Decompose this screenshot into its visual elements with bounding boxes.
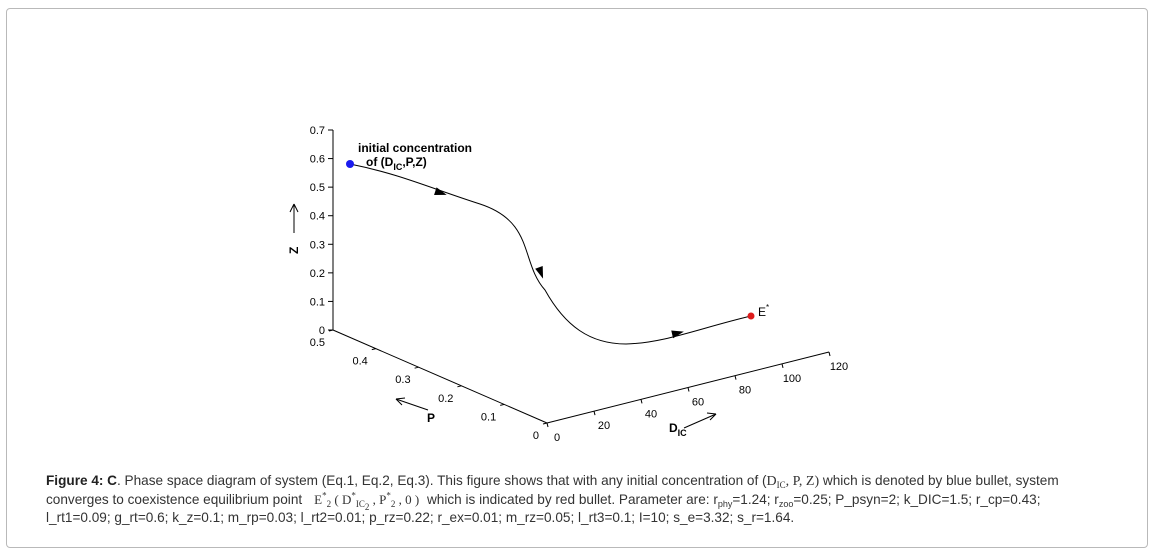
trajectory-direction-arrow bbox=[671, 330, 684, 339]
x-tick-mark bbox=[640, 399, 643, 404]
y-axis-direction-arrow bbox=[395, 398, 429, 411]
equilibrium-point-label-superscript: * bbox=[766, 303, 769, 312]
caption-text-1: . Phase space diagram of system (Eq.1, E… bbox=[117, 473, 767, 488]
x-tick-mark bbox=[593, 411, 596, 416]
z-tick-label: 0.7 bbox=[310, 125, 325, 137]
equilibrium-point-label: E* bbox=[758, 303, 769, 319]
equilibrium-point bbox=[747, 312, 755, 320]
x-tick-label: 20 bbox=[598, 420, 610, 432]
y-tick-mark bbox=[500, 403, 505, 406]
caption-text-5: =0.25; P_psyn=2; k_DIC=1.5; r_cp=0.43; l… bbox=[46, 492, 1041, 525]
y-axis-arrowhead bbox=[395, 397, 406, 406]
initial-point-label-rest: ,P,Z) bbox=[402, 155, 426, 169]
z-tick-label: 0 bbox=[319, 325, 325, 337]
y-tick-label: 0.5 bbox=[310, 337, 325, 349]
x-axis-direction-arrow bbox=[683, 413, 717, 429]
initial-concentration-point bbox=[346, 160, 354, 168]
trajectory-direction-arrow bbox=[535, 265, 544, 279]
x-tick-mark bbox=[828, 351, 831, 357]
caption-text-3: which is indicated by red bullet. Parame… bbox=[423, 492, 718, 507]
y-tick-label: 0 bbox=[533, 430, 539, 442]
y-axis-line bbox=[332, 329, 548, 424]
z-tick-label: 0.6 bbox=[310, 154, 325, 166]
caption-equilibrium-expression: E*2 ( D*IC2 , P*2 , 0 ) bbox=[314, 490, 420, 512]
y-tick-label: 0.3 bbox=[395, 374, 410, 386]
initial-point-label-subscript: IC bbox=[393, 162, 403, 172]
y-tick-mark bbox=[542, 422, 548, 425]
caption-text-4: =1.24; r bbox=[732, 492, 779, 507]
x-axis-label-subscript: IC bbox=[678, 428, 688, 438]
x-axis-label: DIC bbox=[669, 421, 687, 438]
trajectory-curve bbox=[349, 163, 752, 345]
initial-point-label-line2: of (DIC,P,Z) bbox=[366, 155, 427, 172]
figure-frame bbox=[6, 8, 1148, 548]
z-tick-label: 0.4 bbox=[310, 211, 325, 223]
initial-point-label-line1: initial concentration bbox=[358, 141, 472, 155]
z-tick-label: 0.3 bbox=[310, 239, 325, 251]
x-tick-label: 40 bbox=[645, 408, 657, 420]
x-tick-label: 0 bbox=[554, 432, 560, 444]
z-axis-label: Z bbox=[287, 247, 301, 254]
caption-rzoo-sub: zoo bbox=[778, 499, 794, 509]
x-tick-mark bbox=[781, 363, 784, 368]
caption-math-variables: DIC, P, Z) bbox=[766, 474, 820, 490]
x-tick-label: 60 bbox=[692, 397, 704, 409]
figure-caption: Figure 4: C. Phase space diagram of syst… bbox=[46, 472, 1108, 527]
y-tick-mark bbox=[457, 385, 462, 388]
z-tick-label: 0.1 bbox=[310, 296, 325, 308]
x-tick-mark bbox=[687, 387, 690, 392]
x-tick-mark bbox=[546, 422, 549, 428]
phase-space-plot: 02040608010012000.10.20.30.40.500.10.20.… bbox=[287, 125, 848, 444]
z-tick-label: 0.2 bbox=[310, 268, 325, 280]
x-tick-label: 120 bbox=[830, 361, 848, 373]
x-tick-label: 80 bbox=[739, 385, 751, 397]
y-tick-label: 0.2 bbox=[438, 393, 453, 405]
z-axis-arrowhead bbox=[289, 203, 299, 213]
y-tick-label: 0.1 bbox=[481, 411, 496, 423]
caption-figure-label: Figure 4: C bbox=[46, 473, 117, 488]
y-axis-label: P bbox=[427, 411, 435, 425]
x-tick-mark bbox=[734, 375, 737, 380]
y-tick-mark bbox=[414, 366, 419, 369]
trajectory-direction-arrow bbox=[434, 187, 447, 195]
y-tick-mark bbox=[371, 348, 376, 351]
x-tick-label: 100 bbox=[783, 373, 801, 385]
y-tick-label: 0.4 bbox=[353, 356, 368, 368]
x-axis-arrowhead bbox=[706, 412, 717, 421]
caption-rphy-sub: phy bbox=[717, 499, 733, 509]
z-tick-label: 0.5 bbox=[310, 182, 325, 194]
caption-text-2: which is denoted by blue bullet, system … bbox=[46, 473, 1059, 507]
